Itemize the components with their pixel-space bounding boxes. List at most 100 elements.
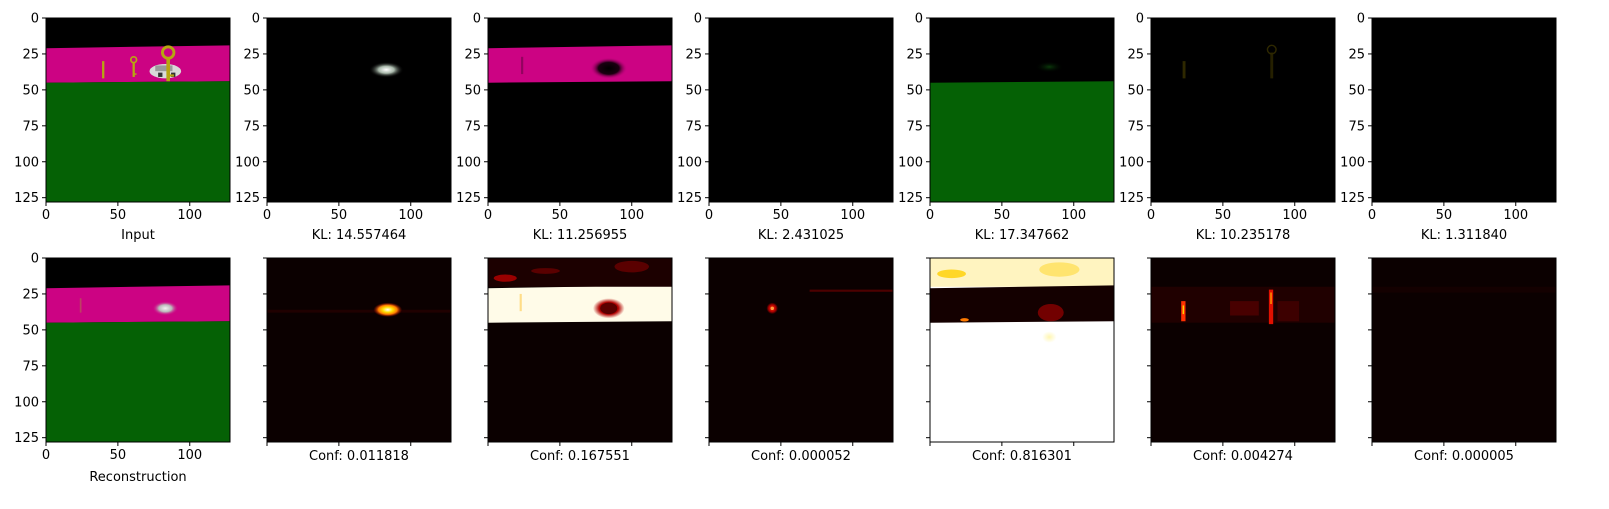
y-tick-label: 75: [1127, 119, 1144, 134]
axes-frame: [1150, 257, 1336, 443]
y-tick-label: 100: [235, 155, 260, 170]
panel-1-2: 0 50 100 0 25 50 75 100 125 KL: 14.557464: [235, 12, 452, 243]
y-tick-label: 125: [1340, 191, 1365, 206]
panel-caption: Input: [121, 228, 155, 243]
axes-frame: [45, 257, 231, 443]
y-tick-label: 75: [1348, 119, 1365, 134]
y-tick-label: 75: [464, 119, 481, 134]
y-tick-label: 125: [1119, 191, 1144, 206]
magenta-band: [46, 45, 230, 83]
panel-image: [488, 18, 672, 202]
panel-caption: KL: 1.311840: [1421, 228, 1507, 243]
y-tick-label: 25: [685, 47, 702, 62]
panel-2-1: 0 50 100 0 25 50 75 100 125 Reconstruction: [14, 252, 231, 485]
axes-frame: [487, 17, 673, 203]
y-tick-label: 100: [456, 155, 481, 170]
y-tick-label: 100: [14, 395, 39, 410]
panel-caption: Conf: 0.004274: [1193, 449, 1293, 464]
y-tick-label: 50: [22, 83, 39, 98]
x-tick-label: 100: [398, 208, 423, 223]
y-tick-label: 75: [685, 119, 702, 134]
y-tick-label: 25: [464, 47, 481, 62]
x-tick-label: 100: [177, 448, 202, 463]
axes-frame: [266, 17, 452, 203]
panel-1-1: 0 50 100 0 25 50 75 100 125 Input: [14, 12, 231, 243]
panel-image: [488, 258, 672, 442]
panel-caption: Conf: 0.167551: [530, 449, 630, 464]
x-tick-label: 0: [1147, 208, 1155, 223]
x-tick-label: 50: [1436, 208, 1453, 223]
x-tick-label: 0: [926, 208, 934, 223]
y-tick-label: 75: [243, 119, 260, 134]
x-tick-label: 0: [42, 448, 50, 463]
x-tick-label: 50: [110, 208, 127, 223]
x-tick-label: 100: [1061, 208, 1086, 223]
axes-frame: [929, 257, 1115, 443]
y-tick-label: 50: [1348, 83, 1365, 98]
x-tick-label: 100: [840, 208, 865, 223]
panel-1-5: 0 50 100 0 25 50 75 100 125 KL: 17.347662: [898, 12, 1115, 243]
x-tick-label: 50: [552, 208, 569, 223]
y-tick-label: 125: [14, 431, 39, 446]
y-tick-label: 125: [14, 191, 39, 206]
panel-2-6: Conf: 0.004274: [1147, 257, 1336, 464]
panel-1-7: 0 50 100 0 25 50 75 100 125 KL: 1.311840: [1340, 12, 1557, 243]
x-tick-label: 50: [110, 448, 127, 463]
axes-frame: [266, 257, 452, 443]
panel-caption: KL: 10.235178: [1196, 228, 1291, 243]
panel-image: [46, 258, 230, 442]
axes-frame: [1371, 17, 1557, 203]
y-tick-label: 25: [906, 47, 923, 62]
panel-caption: Reconstruction: [89, 470, 186, 485]
y-tick-label: 0: [31, 12, 39, 27]
panel-image: [709, 258, 893, 442]
x-tick-label: 0: [1368, 208, 1376, 223]
y-tick-label: 50: [685, 83, 702, 98]
panel-2-3: Conf: 0.167551: [484, 257, 673, 464]
panel-2-4: Conf: 0.000052: [705, 257, 894, 464]
x-tick-label: 100: [177, 208, 202, 223]
y-tick-label: 50: [1127, 83, 1144, 98]
panel-image: [1151, 258, 1335, 442]
large-key-sprite: [161, 45, 176, 82]
y-tick-label: 75: [906, 119, 923, 134]
y-tick-label: 0: [915, 12, 923, 27]
panel-1-6: 0 50 100 0 25 50 75 100 125 KL: 10.235178: [1119, 12, 1336, 243]
y-tick-label: 100: [14, 155, 39, 170]
axes-frame: [708, 257, 894, 443]
panel-caption: KL: 14.557464: [312, 228, 407, 243]
panel-image: [267, 18, 451, 202]
x-tick-label: 100: [619, 208, 644, 223]
x-tick-label: 100: [1282, 208, 1307, 223]
x-tick-label: 50: [994, 208, 1011, 223]
panel-image: [930, 258, 1114, 442]
x-tick-label: 0: [705, 208, 713, 223]
panel-caption: KL: 17.347662: [975, 228, 1070, 243]
y-tick-label: 0: [1357, 12, 1365, 27]
x-tick-label: 50: [1215, 208, 1232, 223]
y-tick-label: 75: [22, 359, 39, 374]
panel-2-2: Conf: 0.011818: [263, 257, 452, 464]
y-tick-label: 25: [243, 47, 260, 62]
y-tick-label: 125: [677, 191, 702, 206]
y-tick-label: 50: [22, 323, 39, 338]
panel-image: [709, 18, 893, 202]
panel-caption: KL: 11.256955: [533, 228, 628, 243]
axes-frame: [929, 17, 1115, 203]
y-tick-label: 0: [1136, 12, 1144, 27]
panel-caption: Conf: 0.000005: [1414, 449, 1514, 464]
panel-image: [267, 258, 451, 442]
x-tick-label: 0: [484, 208, 492, 223]
panel-caption: Conf: 0.011818: [309, 449, 409, 464]
stick-sprite: [102, 61, 105, 79]
x-tick-label: 0: [263, 208, 271, 223]
y-tick-label: 125: [235, 191, 260, 206]
panel-image: [1372, 18, 1556, 202]
y-tick-label: 125: [898, 191, 923, 206]
panel-caption: Conf: 0.000052: [751, 449, 851, 464]
y-tick-label: 0: [473, 12, 481, 27]
axes-frame: [487, 257, 673, 443]
y-tick-label: 100: [898, 155, 923, 170]
panel-image: [1372, 258, 1556, 442]
panel-image: [1151, 18, 1335, 202]
